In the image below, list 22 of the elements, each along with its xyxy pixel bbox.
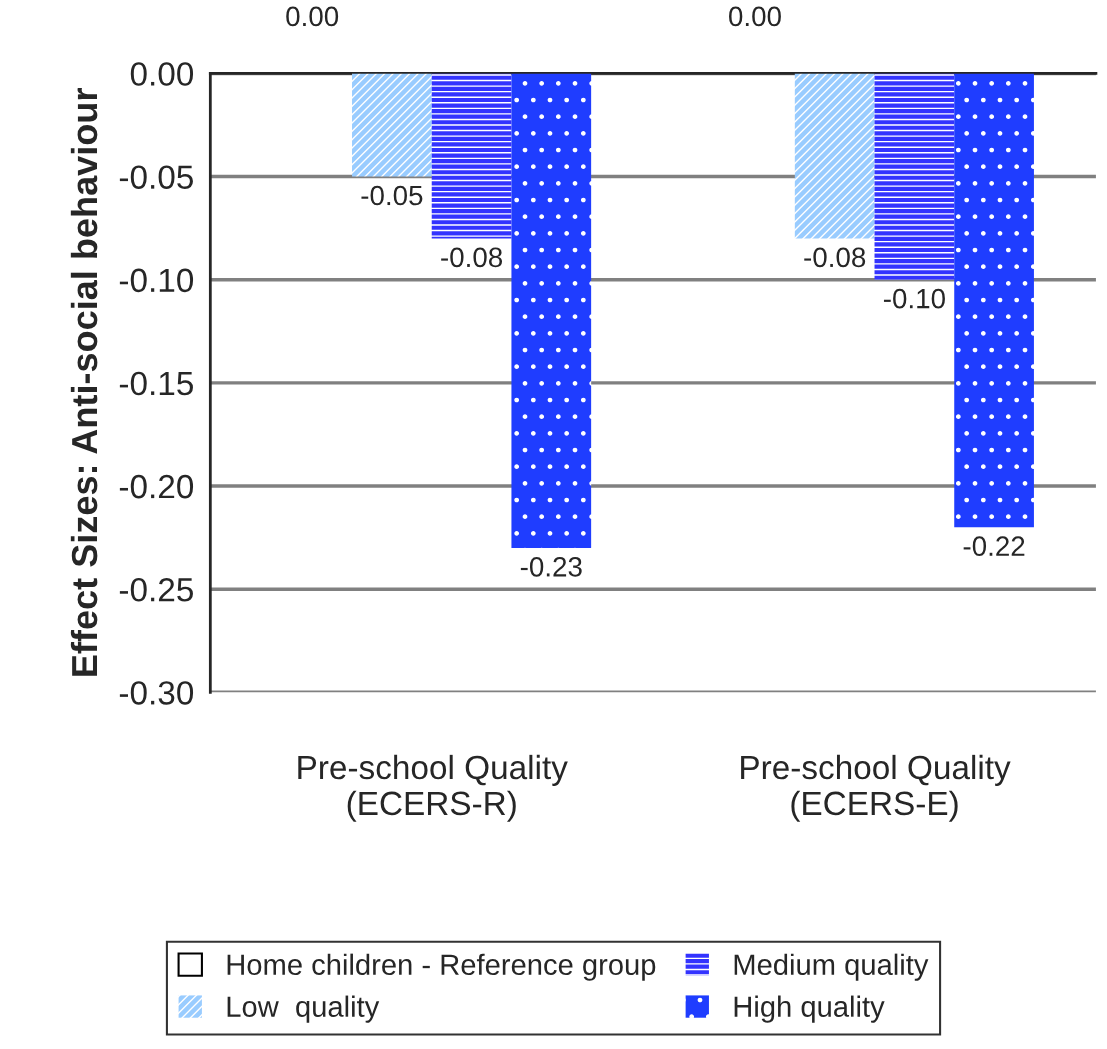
legend-label: Home children - Reference group xyxy=(227,953,656,981)
x-tick-label: Pre-school Quality (ECERS-R) xyxy=(298,754,568,822)
legend-label: Medium quality xyxy=(734,953,929,981)
y-tick-label: -0.15 xyxy=(119,371,193,396)
data-label: -0.22 xyxy=(963,536,1025,557)
legend-label: High quality xyxy=(734,995,885,1023)
y-tick-label: -0.05 xyxy=(119,165,193,189)
data-label: 0.00 xyxy=(286,6,339,27)
data-label: -0.23 xyxy=(520,556,582,577)
y-tick-label: 0.00 xyxy=(130,62,194,86)
y-tick-label: -0.30 xyxy=(119,681,194,705)
data-label: -0.10 xyxy=(883,288,945,309)
y-tick-label: -0.10 xyxy=(119,268,194,293)
data-label: -0.08 xyxy=(804,247,866,268)
legend-label: Low quality xyxy=(227,995,380,1023)
data-label: 0.00 xyxy=(729,6,781,27)
y-tick-label: -0.20 xyxy=(119,474,194,499)
data-label: -0.08 xyxy=(441,247,503,268)
y-tick-label: -0.25 xyxy=(119,577,193,602)
y-axis-title: Effect Sizes: Anti-social behaviour xyxy=(70,88,98,676)
data-label: -0.05 xyxy=(361,185,423,206)
x-tick-label: Pre-school Quality (ECERS-E) xyxy=(741,754,1011,822)
